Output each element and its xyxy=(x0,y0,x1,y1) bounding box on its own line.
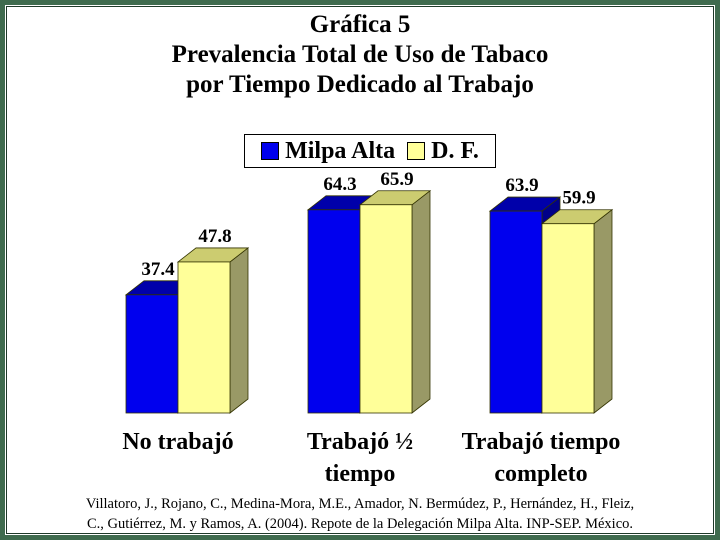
title-line-2: Prevalencia Total de Uso de Tabaco xyxy=(171,41,549,68)
title-line-3: por Tiempo Dedicado al Trabajo xyxy=(186,71,534,98)
category-label-tiempo-completo: Trabajó tiempo completo xyxy=(441,426,641,490)
category-label-no-trabajo: No trabajó xyxy=(78,426,278,458)
category-label-line: tiempo xyxy=(324,461,396,487)
data-label-milpa-alta-2: 64.3 xyxy=(323,174,356,195)
category-label-line: completo xyxy=(494,461,588,487)
bar-front-face xyxy=(125,294,179,414)
title-line-1: Gráfica 5 xyxy=(309,11,411,38)
legend-swatch-milpa-alta xyxy=(261,142,280,160)
legend-label-df: D. F. xyxy=(431,137,479,164)
source-line-2: C., Gutiérrez, M. y Ramos, A. (2004). Re… xyxy=(86,516,634,532)
category-label-line: Trabajó ½ xyxy=(306,429,414,455)
bar-front-face xyxy=(541,223,595,414)
category-label-line: No trabajó xyxy=(122,429,234,455)
chart-title: Gráfica 5 Prevalencia Total de Uso de Ta… xyxy=(0,10,720,100)
data-label-milpa-alta-1: 37.4 xyxy=(141,259,175,280)
data-label-milpa-alta-3: 63.9 xyxy=(505,175,538,196)
data-label-df-2: 65.9 xyxy=(380,169,413,190)
legend-item-df: D. F. xyxy=(407,138,479,165)
bar-side-face xyxy=(411,189,431,414)
data-label-df-3: 59.9 xyxy=(562,188,595,209)
bar-front-face xyxy=(177,261,231,414)
bar-front-face xyxy=(307,209,361,414)
bar-front-face xyxy=(489,210,543,414)
legend-label-milpa-alta: Milpa Alta xyxy=(285,137,396,164)
bar-df-3 xyxy=(540,208,614,414)
legend-swatch-df xyxy=(407,142,426,160)
legend-item-milpa-alta: Milpa Alta xyxy=(261,138,395,165)
bar-side-face xyxy=(229,247,249,414)
bar-side-face xyxy=(593,208,613,414)
bar-front-face xyxy=(359,204,413,414)
source-line-1: Villatoro, J., Rojano, C., Medina-Mora, … xyxy=(85,496,635,512)
source-citation: Villatoro, J., Rojano, C., Medina-Mora, … xyxy=(20,494,700,534)
category-label-line: Trabajó tiempo xyxy=(461,429,621,455)
bar-df-1 xyxy=(176,247,250,414)
category-label-medio-tiempo: Trabajó ½ tiempo xyxy=(260,426,460,490)
bar-df-2 xyxy=(358,189,432,414)
data-label-df-1: 47.8 xyxy=(198,226,231,247)
chart-legend: Milpa Alta D. F. xyxy=(244,134,496,168)
